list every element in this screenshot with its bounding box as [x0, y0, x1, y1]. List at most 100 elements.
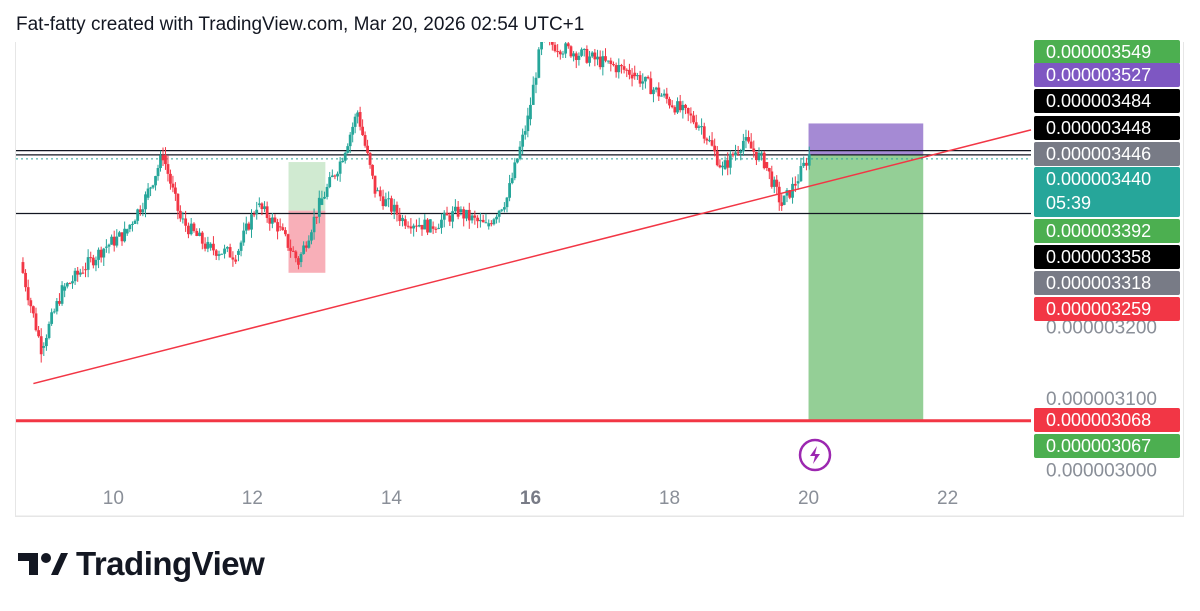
candle-body — [796, 181, 800, 184]
candle-body — [384, 199, 388, 207]
candle-body — [325, 186, 329, 197]
candle-body — [65, 283, 69, 287]
candle-body — [728, 153, 732, 168]
candle-body — [497, 210, 501, 217]
long-position-target-zone[interactable] — [808, 123, 924, 155]
candle-body — [336, 173, 339, 177]
candle-body — [641, 81, 645, 84]
candle-body — [630, 74, 634, 79]
candle-body — [371, 164, 374, 176]
candle-body — [289, 247, 293, 251]
candle-body — [731, 153, 735, 156]
candle-body — [412, 225, 416, 229]
price-label-countdown: 05:39 — [1046, 193, 1091, 213]
candle-body — [330, 175, 334, 178]
candle-body — [146, 188, 150, 198]
candle-body — [601, 56, 605, 68]
long-position-stop-zone[interactable] — [808, 154, 924, 421]
price-label-text: 0.000003549 — [1046, 42, 1151, 62]
price-label-box — [1034, 408, 1180, 432]
candle-body — [500, 209, 504, 211]
candle-body — [686, 108, 690, 114]
candle-body — [505, 197, 509, 208]
price-label-text: 0.000003527 — [1046, 65, 1151, 85]
candle-body — [799, 166, 803, 182]
candle-body — [346, 146, 350, 153]
candle-body — [178, 210, 182, 219]
candle-body — [670, 105, 674, 108]
candle-body — [257, 203, 261, 205]
candle-body — [478, 219, 482, 222]
candle-body — [161, 155, 165, 161]
candle-body — [231, 257, 235, 260]
candle-body — [387, 198, 391, 200]
candle-body — [628, 69, 631, 75]
candle-body — [315, 216, 319, 218]
candle-body — [662, 93, 666, 96]
candle-body — [55, 301, 59, 312]
candle-body — [775, 179, 779, 187]
candle-body — [406, 225, 410, 227]
candle-body — [37, 330, 40, 337]
candle-body — [78, 272, 82, 275]
candle-body — [622, 66, 626, 70]
candle-body — [363, 135, 367, 146]
candle-body — [700, 126, 703, 128]
candle-body — [159, 155, 162, 169]
candle-body — [125, 229, 129, 234]
candle-body — [115, 236, 119, 246]
candle-body — [47, 323, 51, 338]
candle-body — [378, 190, 382, 197]
candle-body — [668, 98, 671, 106]
candle-body — [633, 72, 637, 77]
x-tick-label: 16 — [520, 488, 541, 509]
price-label-text: 0.000003068 — [1046, 410, 1151, 430]
candle-body — [60, 285, 64, 304]
chart-header: Fat-fatty created with TradingView.com, … — [16, 14, 585, 35]
candle-body — [476, 217, 480, 222]
candle-body — [89, 257, 93, 259]
price-label-box — [1034, 116, 1180, 140]
candle-body — [26, 287, 30, 301]
candle-body — [317, 197, 321, 217]
candle-body — [415, 225, 418, 227]
candle-body — [131, 223, 134, 225]
candle-body — [403, 219, 407, 226]
candle-body — [598, 56, 602, 68]
candle-body — [590, 52, 594, 57]
candle-body — [351, 126, 355, 135]
candle-body — [234, 259, 238, 262]
candle-body — [636, 75, 639, 77]
price-label-text: 0.000003448 — [1046, 118, 1151, 138]
candle-body — [785, 190, 789, 196]
candle-body — [492, 219, 496, 225]
candle-body — [176, 193, 180, 211]
candle-body — [81, 272, 85, 274]
candle-body — [63, 286, 67, 291]
candle-body — [312, 216, 316, 233]
tradingview-brand[interactable]: TradingView — [18, 545, 265, 583]
candle-body — [516, 158, 519, 163]
candle-body — [543, 36, 546, 41]
candle-body — [612, 64, 615, 66]
candle-body — [757, 152, 761, 161]
candle-body — [765, 162, 769, 169]
candle-body — [123, 228, 127, 242]
trendline[interactable] — [33, 129, 1032, 385]
candle-body — [649, 78, 653, 95]
candle-body — [99, 249, 103, 258]
candle-body — [220, 253, 224, 255]
candles-group — [21, 36, 811, 363]
candle-body — [585, 48, 589, 63]
candle-body — [467, 209, 471, 221]
candle-body — [198, 232, 201, 236]
candle-body — [52, 311, 56, 313]
candle-body — [561, 53, 565, 55]
candle-body — [534, 77, 538, 85]
small-position-stop-zone[interactable] — [288, 210, 326, 273]
candle-body — [278, 226, 282, 228]
candle-body — [353, 116, 357, 127]
candle-body — [644, 76, 647, 82]
price-label-text: 0.000003067 — [1046, 436, 1151, 456]
